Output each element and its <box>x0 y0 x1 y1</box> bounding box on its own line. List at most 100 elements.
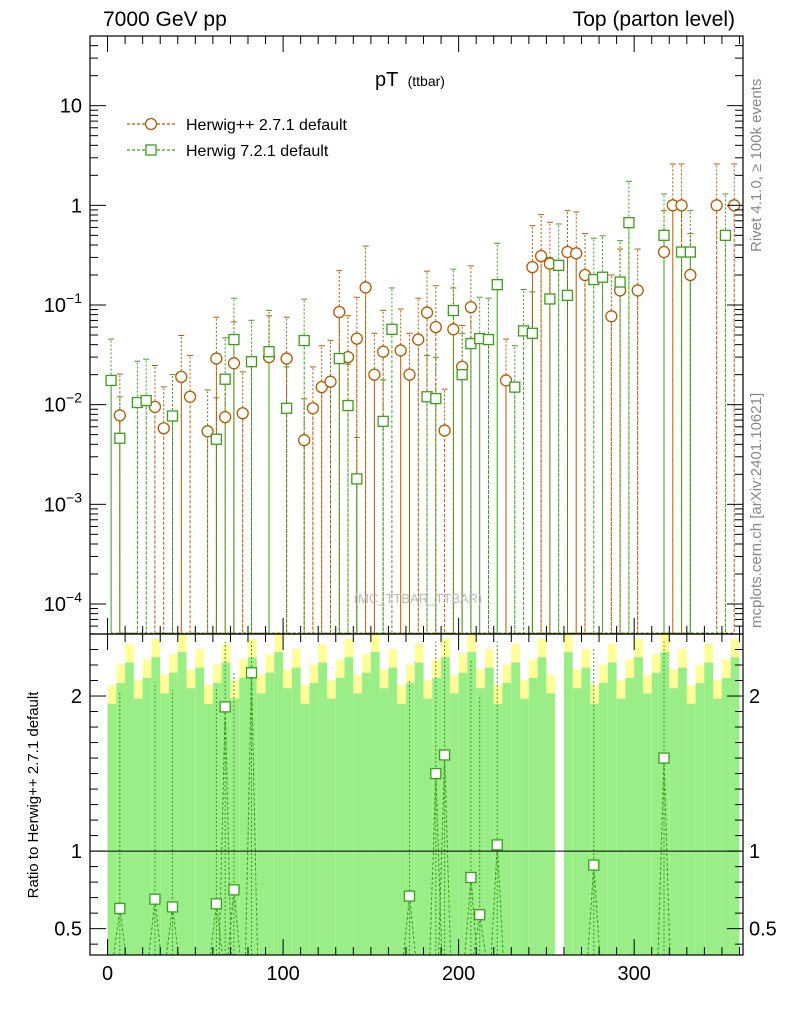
point-herwig7 <box>561 289 574 301</box>
band-green <box>362 672 371 955</box>
point-herwig7 <box>447 304 460 317</box>
point-herwig7 <box>658 229 670 241</box>
ratio-point <box>403 890 416 902</box>
band-green <box>160 693 169 955</box>
ratio-series-line <box>435 773 443 956</box>
point-herwigpp <box>403 368 416 381</box>
ratio-y-tick-label-right: 0.5 <box>749 919 777 941</box>
band-green <box>713 698 722 955</box>
point-herwig7 <box>614 276 626 288</box>
legend-label: Herwig 7.2.1 default <box>186 143 329 160</box>
x-tick-label: 100 <box>266 963 299 985</box>
band-green <box>353 693 363 955</box>
watermark: (MC_TTBAR_TTBAR) <box>354 591 483 606</box>
band-green <box>695 683 705 955</box>
ratio-y-tick-label-right: 1 <box>749 841 760 863</box>
band-green <box>344 657 354 955</box>
legend: Herwig++ 2.7.1 default Herwig 7.2.1 defau… <box>127 117 348 160</box>
band-green <box>142 677 152 955</box>
ratio-series-line <box>438 754 446 956</box>
point-herwigpp <box>526 260 539 274</box>
band-green <box>151 657 161 955</box>
band-green <box>730 657 740 955</box>
band-green <box>458 672 468 955</box>
point-herwigpp <box>227 357 241 370</box>
band-green <box>441 657 450 955</box>
band-green <box>476 688 485 955</box>
band-green <box>186 688 196 955</box>
ratio-uncertainty-bands <box>107 634 740 955</box>
point-herwigpp <box>350 332 363 345</box>
band-green <box>133 698 143 955</box>
ratio-series-line <box>154 899 162 956</box>
point-herwigpp <box>657 245 671 259</box>
ratio-series-line <box>172 906 179 956</box>
point-herwig7 <box>114 432 126 444</box>
band-green <box>414 662 424 955</box>
point-herwig7 <box>219 373 231 385</box>
band-green <box>686 703 696 955</box>
band-green <box>221 662 231 955</box>
band-green <box>484 667 494 955</box>
ratio-series-line <box>148 899 156 956</box>
point-herwigpp <box>464 301 478 314</box>
point-herwigpp <box>359 281 372 294</box>
point-herwig7 <box>482 333 495 346</box>
band-green <box>388 667 398 955</box>
band-green <box>546 693 556 955</box>
point-herwigpp <box>148 400 162 414</box>
point-herwigpp <box>368 368 381 381</box>
plot-title-sub: (ttbar) <box>408 73 445 89</box>
ratio-point <box>219 701 231 713</box>
band-green <box>432 677 442 955</box>
band-green <box>581 667 591 955</box>
point-herwigpp <box>376 345 390 358</box>
band-green <box>493 703 503 955</box>
ratio-series-lines <box>113 641 671 956</box>
plot-title: pT (ttbar) <box>375 69 445 91</box>
band-green <box>405 683 415 955</box>
band-green <box>721 677 731 955</box>
y-tick-label: 10−2 <box>44 390 82 417</box>
band-green <box>318 662 327 955</box>
band-green <box>625 677 635 955</box>
point-herwig7 <box>456 369 468 381</box>
band-green <box>116 683 126 955</box>
ratio-series-line <box>166 906 173 956</box>
ratio-series-line <box>250 672 258 956</box>
band-green <box>370 652 380 955</box>
ratio-series-line <box>224 706 232 956</box>
point-herwig7 <box>684 246 696 258</box>
plot-title-main: pT <box>375 69 398 91</box>
ratio-series-line <box>113 908 121 956</box>
ratio-point <box>474 909 486 921</box>
point-herwig7 <box>719 229 732 241</box>
y-tick-label: 10−4 <box>44 589 82 616</box>
ratio-point <box>114 902 126 915</box>
point-herwigpp <box>175 370 188 384</box>
ratio-series-line <box>233 889 241 956</box>
ratio-point <box>149 893 161 905</box>
main-series-lines <box>110 205 735 634</box>
band-green <box>607 662 617 955</box>
ratio-series-line <box>479 914 487 956</box>
point-herwig7 <box>263 346 275 358</box>
point-herwigpp <box>447 323 460 336</box>
ratio-series-line <box>490 844 498 956</box>
band-green <box>678 667 687 955</box>
point-herwig7 <box>386 323 398 335</box>
band-green <box>423 698 433 955</box>
point-herwig7 <box>228 333 240 346</box>
ratio-point <box>430 767 442 780</box>
legend-marker-square <box>145 144 157 156</box>
point-herwigpp <box>333 305 346 319</box>
point-herwigpp <box>236 407 249 420</box>
point-herwigpp <box>210 352 223 365</box>
band-green <box>212 683 222 955</box>
band-green <box>642 693 652 955</box>
point-herwig7 <box>166 410 179 422</box>
band-green <box>265 672 275 955</box>
point-herwigpp <box>315 380 328 394</box>
point-herwigpp <box>157 422 170 435</box>
